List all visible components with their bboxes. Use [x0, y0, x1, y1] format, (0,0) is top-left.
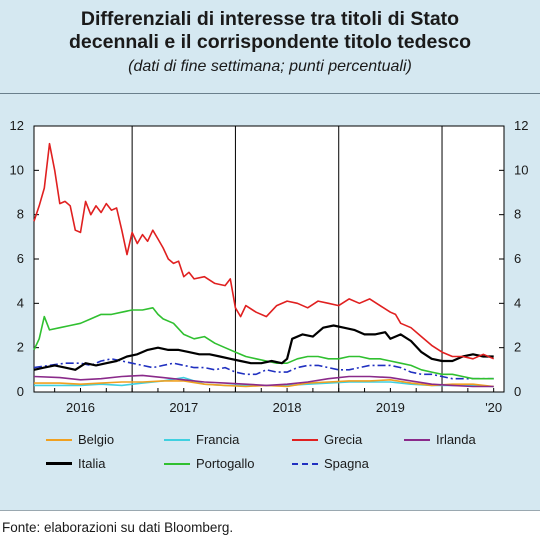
title-line-1: Differenziali di interesse tra titoli di…: [80, 8, 460, 30]
title-divider: [0, 93, 540, 94]
legend-item-portogallo: Portogallo: [164, 456, 255, 471]
series-line-spagna: [33, 357, 494, 380]
legend-label: Belgio: [78, 432, 115, 447]
y-tick-label-left: 0: [17, 384, 24, 399]
y-tick-label-right: 8: [514, 207, 521, 222]
y-tick-label-right: 10: [514, 162, 528, 177]
legend-label: Francia: [196, 432, 240, 447]
x-tick-label: 2016: [66, 400, 95, 415]
series-line-portogallo: [33, 307, 494, 380]
legend-item-grecia: Grecia: [292, 432, 362, 447]
y-tick-label-right: 4: [514, 295, 521, 310]
y-tick-label-left: 4: [17, 295, 24, 310]
series-line-grecia: [33, 142, 495, 360]
y-tick-label-right: 12: [514, 118, 528, 133]
y-tick-label-left: 12: [10, 118, 24, 133]
y-tick-label-left: 2: [17, 340, 24, 355]
series-line-irlanda: [33, 374, 494, 388]
legend-swatch: [164, 462, 190, 465]
legend-swatch: [292, 462, 318, 465]
y-tick-label-right: 0: [514, 384, 521, 399]
panel-bottom-border: [0, 510, 540, 511]
y-tick-label-left: 6: [17, 251, 24, 266]
legend-swatch: [46, 462, 72, 465]
legend-label: Irlanda: [436, 432, 476, 447]
y-tick-label-right: 6: [514, 251, 521, 266]
legend-item-irlanda: Irlanda: [404, 432, 476, 447]
source-note: Fonte: elaborazioni su dati Bloomberg.: [2, 520, 234, 535]
legend-swatch: [292, 438, 318, 441]
legend-item-belgio: Belgio: [46, 432, 114, 447]
plot-area: [33, 125, 505, 393]
y-tick-label-left: 10: [10, 162, 24, 177]
x-tick-label: '20: [485, 400, 502, 415]
series-line-italia: [33, 324, 494, 371]
x-tick-label: 2019: [376, 400, 405, 415]
title-line-2: decennali e il corrispondente titolo ted…: [69, 31, 471, 53]
legend-item-spagna: Spagna: [292, 456, 369, 471]
legend-label: Italia: [78, 456, 106, 471]
chart-title: Differenziali di interesse tra titoli di…: [0, 8, 540, 54]
x-tick-label: 2018: [273, 400, 302, 415]
legend-label: Spagna: [324, 456, 369, 471]
legend-swatch: [46, 438, 72, 441]
legend-swatch: [404, 438, 430, 441]
legend-item-italia: Italia: [46, 456, 105, 471]
legend-label: Portogallo: [196, 456, 255, 471]
y-tick-label-left: 8: [17, 207, 24, 222]
legend-swatch: [164, 438, 190, 441]
x-tick-label: 2017: [169, 400, 198, 415]
line-chart: 0 0 2 2 4 4 6 6 8 8 10 10 12 12 2016 2017 2018 2019 '20: [10, 118, 529, 415]
legend-item-francia: Francia: [164, 432, 239, 447]
y-tick-label-right: 2: [514, 340, 521, 355]
legend-label: Grecia: [324, 432, 363, 447]
chart-subtitle: (dati di fine settimana; punti percentua…: [128, 58, 412, 75]
